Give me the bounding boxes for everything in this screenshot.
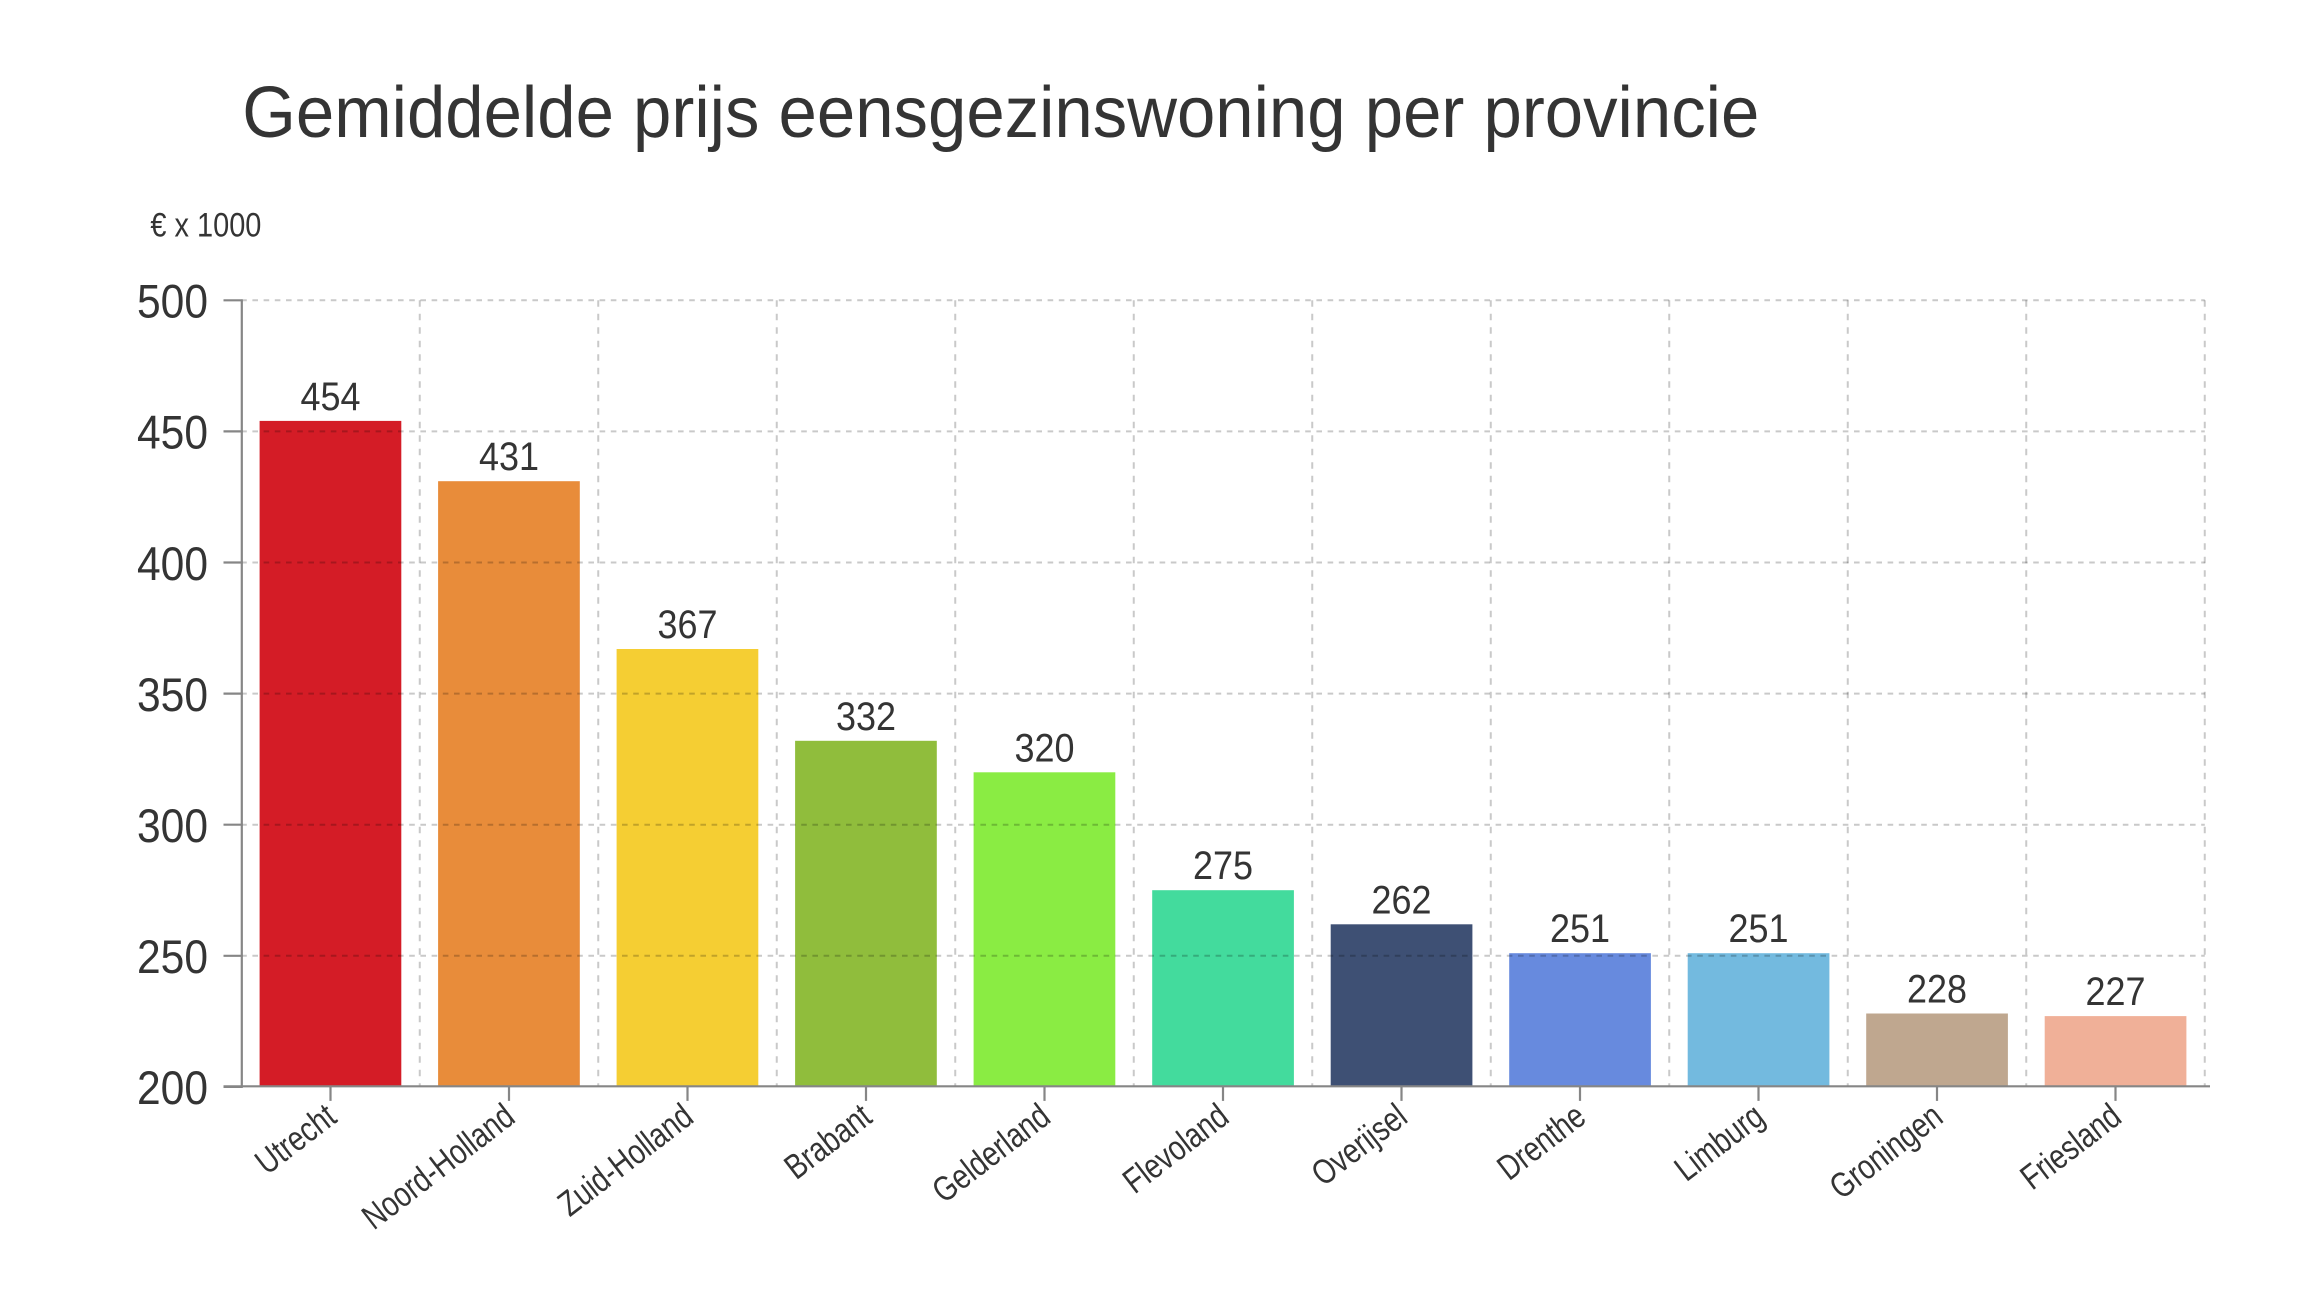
svg-text:250: 250 (137, 930, 208, 983)
svg-text:€ x 1000: € x 1000 (150, 206, 261, 244)
svg-text:200: 200 (137, 1061, 208, 1114)
svg-text:450: 450 (137, 406, 208, 459)
svg-text:275: 275 (1193, 844, 1253, 888)
svg-text:400: 400 (137, 537, 208, 590)
svg-text:251: 251 (1550, 907, 1610, 951)
svg-text:Gemiddelde prijs eensgezinswon: Gemiddelde prijs eensgezinswoning per pr… (242, 73, 1759, 153)
svg-text:431: 431 (479, 435, 539, 479)
svg-text:300: 300 (137, 799, 208, 852)
svg-text:251: 251 (1729, 907, 1789, 951)
svg-text:262: 262 (1372, 878, 1432, 922)
svg-text:228: 228 (1907, 968, 1967, 1012)
svg-text:332: 332 (836, 695, 896, 739)
svg-text:454: 454 (301, 375, 361, 419)
svg-text:350: 350 (137, 668, 208, 721)
svg-text:367: 367 (658, 603, 718, 647)
svg-text:227: 227 (2086, 970, 2146, 1014)
svg-text:320: 320 (1015, 726, 1075, 770)
svg-text:500: 500 (137, 275, 208, 328)
